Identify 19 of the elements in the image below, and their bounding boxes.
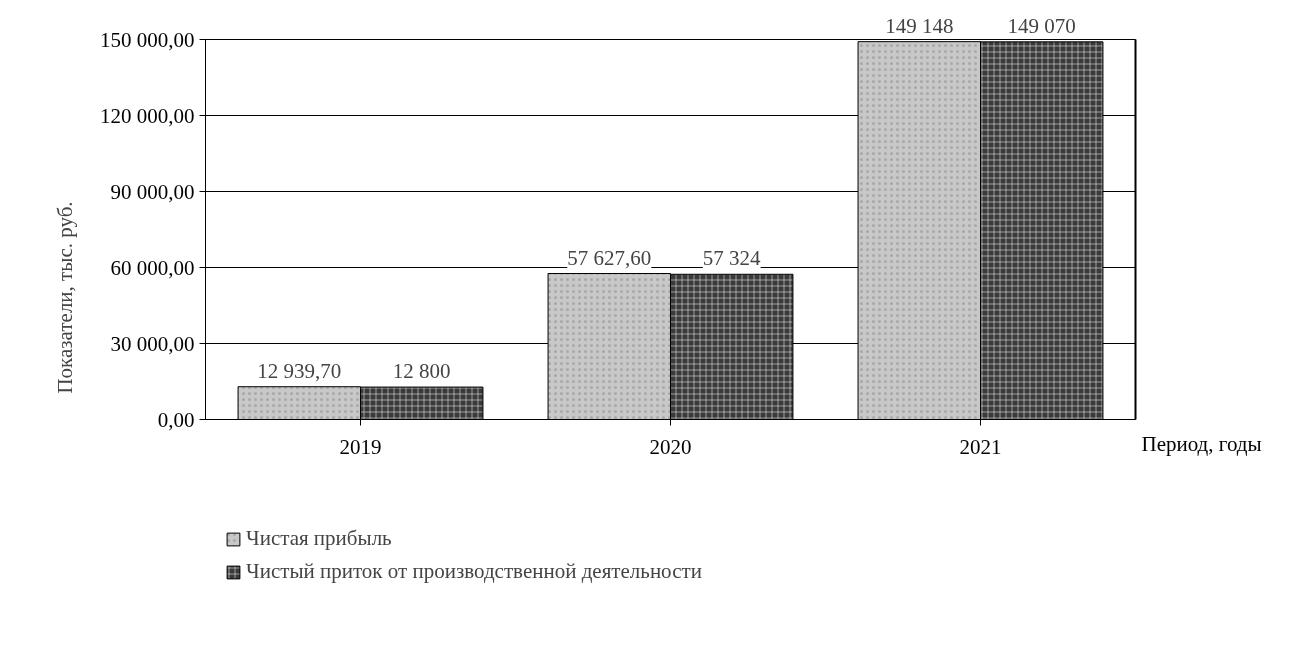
- data-label: 149 070: [1007, 13, 1076, 38]
- y-axis-title: Показатели, тыс. руб.: [53, 201, 77, 394]
- data-label: 12 800: [392, 359, 451, 384]
- data-label: 57 627,60: [567, 245, 652, 270]
- y-tick-label: 30 000,00: [110, 331, 195, 356]
- x-tick-label: 2021: [959, 434, 1002, 459]
- y-tick-label: 60 000,00: [110, 255, 195, 280]
- y-tick-label: 90 000,00: [110, 179, 195, 204]
- y-tick-label: 150 000,00: [100, 27, 195, 52]
- x-tick-label: 2019: [339, 434, 382, 459]
- y-tick-label: 0,00: [157, 407, 195, 432]
- data-label: 149 148: [885, 13, 954, 38]
- legend-label: Чистый приток от производственной деятельности: [246, 559, 702, 584]
- data-label: 12 939,70: [257, 358, 342, 383]
- x-axis-title: Период, годы: [1141, 431, 1262, 456]
- data-label: 57 324: [702, 246, 762, 271]
- x-tick-label: 2020: [649, 434, 692, 459]
- y-tick-label: 120 000,00: [100, 103, 195, 128]
- legend-label: Чистая прибыль: [246, 526, 392, 551]
